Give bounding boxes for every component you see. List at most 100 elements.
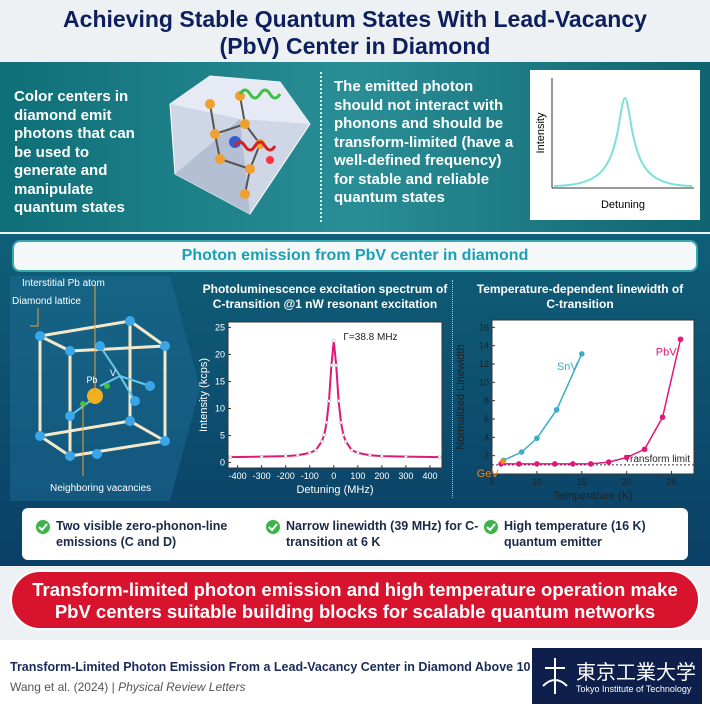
- data-point: [518, 449, 525, 455]
- series-label: SnV: [557, 361, 578, 373]
- data-point: [605, 459, 612, 465]
- spectrum-point: [308, 451, 312, 455]
- spectrum-point: [350, 448, 354, 452]
- spectrum-point: [336, 399, 341, 403]
- authors: Wang et al. (2024): [10, 680, 109, 694]
- y-tick-label: 0: [484, 469, 489, 479]
- data-point: [553, 407, 560, 413]
- data-point: [534, 435, 540, 442]
- highlight: High temperature (16 K) quantum emitter: [504, 519, 646, 549]
- series-label: GeV: [477, 468, 500, 480]
- ple-title: Photoluminescence excitation spectrum of…: [202, 282, 448, 311]
- data-point: [570, 461, 576, 467]
- spectrum-point: [334, 363, 338, 368]
- title: Achieving Stable Quantum States With Lea…: [63, 6, 647, 59]
- x-tick-label: 25: [667, 477, 677, 487]
- spectrum-point: [404, 454, 408, 459]
- data-point: [587, 461, 594, 467]
- check-icon: [266, 520, 280, 534]
- pb-label: Pb: [86, 375, 97, 385]
- y-tick-label: 6: [484, 414, 489, 424]
- spectrum-point: [437, 455, 442, 459]
- intro-right-text: The emitted photon should not interact w…: [334, 78, 514, 206]
- y-tick-label: 8: [484, 396, 489, 406]
- transform-limit-label: Transform limit: [624, 454, 690, 465]
- logo-emblem: [542, 658, 568, 694]
- data-point: [552, 461, 558, 467]
- spectrum-point: [327, 399, 331, 403]
- citation: Wang et al. (2024) | Physical Review Let…: [10, 680, 245, 694]
- inset-xlabel: Detuning: [601, 199, 645, 211]
- highlight: Two visible zero-phonon-line emissions (…: [56, 519, 228, 549]
- y-tick-label: 2: [484, 451, 489, 461]
- footer: Transform-Limited Photon Emission From a…: [0, 640, 710, 710]
- vacancies-label: Neighboring vacancies: [50, 483, 151, 494]
- y-tick-label: 10: [479, 377, 489, 387]
- separator: |: [111, 680, 115, 694]
- data-point: [659, 414, 666, 420]
- y-tick-label: 0: [220, 458, 225, 468]
- inset-chart: Intensity Detuning: [535, 78, 694, 211]
- highlight: Narrow linewidth (39 MHz) for C-transiti…: [286, 519, 479, 549]
- x-tick-label: -300: [253, 471, 271, 481]
- spectrum-point: [283, 454, 288, 458]
- x-tick-label: -100: [301, 471, 319, 481]
- logo: 東京工業大学 Tokyo Institute of Technology: [532, 648, 702, 704]
- x-tick-label: 10: [532, 477, 542, 487]
- data-point: [516, 461, 522, 467]
- x-tick-label: 5: [489, 477, 494, 487]
- paper-title: Transform-Limited Photon Emission From a…: [10, 660, 543, 674]
- section-title: Photon emission from PbV center in diamo…: [12, 240, 698, 272]
- annotation: Γ=38.8 MHz: [343, 332, 397, 343]
- x-tick-label: 0: [331, 471, 336, 481]
- y-tick-label: 4: [484, 432, 489, 442]
- series-label: PbV: [656, 346, 677, 358]
- x-tick-label: 20: [622, 477, 632, 487]
- divider: [452, 280, 453, 498]
- x-tick-label: -400: [229, 471, 247, 481]
- data-point: [578, 351, 585, 357]
- lattice-label: Diamond lattice: [12, 296, 81, 307]
- spectrum-point: [344, 439, 348, 444]
- data-point: [623, 454, 630, 461]
- logo-jp: 東京工業大学: [576, 660, 696, 684]
- y-tick-label: 15: [215, 376, 225, 386]
- x-tick-label: -200: [277, 471, 295, 481]
- v-label: V: [110, 368, 116, 378]
- highlights: Two visible zero-phonon-line emissions (…: [22, 508, 688, 560]
- check-icon: [484, 520, 498, 534]
- diamond-illustration: [169, 75, 311, 215]
- y-tick-label: 12: [479, 359, 489, 369]
- y-tick-label: 25: [215, 322, 225, 332]
- data-point: [677, 336, 684, 343]
- x-tick-label: 15: [577, 477, 587, 487]
- spectrum-point: [295, 453, 300, 458]
- data-point: [499, 458, 506, 464]
- y-tick-label: 14: [479, 341, 489, 351]
- temp-chart: 5 10 15 20 25 0 2 4 6 8 10 12 14 16 Temperature (K) Nor…: [455, 319, 695, 502]
- check-icon: [36, 520, 50, 534]
- y-tick-label: 20: [215, 349, 225, 359]
- temp-title: Temperature-dependent linewidth of C-tra…: [476, 282, 684, 311]
- y-axis-label: Intensity (kcps): [198, 358, 210, 432]
- journal: Physical Review Letters: [118, 680, 246, 694]
- lattice-illustration: Interstitial Pb atom Diamond lattice Pb …: [10, 276, 200, 501]
- spectrum-point: [368, 453, 372, 458]
- spectrum-point: [380, 454, 384, 458]
- spectrum-point: [320, 439, 324, 444]
- intro-left-text: Color centers in diamond emit photons th…: [14, 88, 135, 216]
- y-tick-label: 16: [479, 322, 489, 332]
- x-tick-label: 400: [422, 471, 437, 481]
- spectrum-point: [314, 448, 318, 452]
- logo-en: Tokyo Institute of Technology: [576, 684, 692, 694]
- x-tick-label: 200: [374, 471, 389, 481]
- x-tick-label: 300: [398, 471, 413, 481]
- x-axis-label: Temperature (K): [553, 490, 632, 502]
- y-tick-label: 5: [220, 431, 225, 441]
- y-axis-label: Normalized Linewidth: [455, 344, 467, 449]
- ple-chart: -400 -300 -200 -100 0 100 200 300 400 0 5 10 15 20 25 D…: [198, 321, 443, 496]
- inset-ylabel: Intensity: [535, 112, 547, 153]
- spectrum-point: [356, 451, 360, 455]
- spectrum-point: [259, 454, 264, 459]
